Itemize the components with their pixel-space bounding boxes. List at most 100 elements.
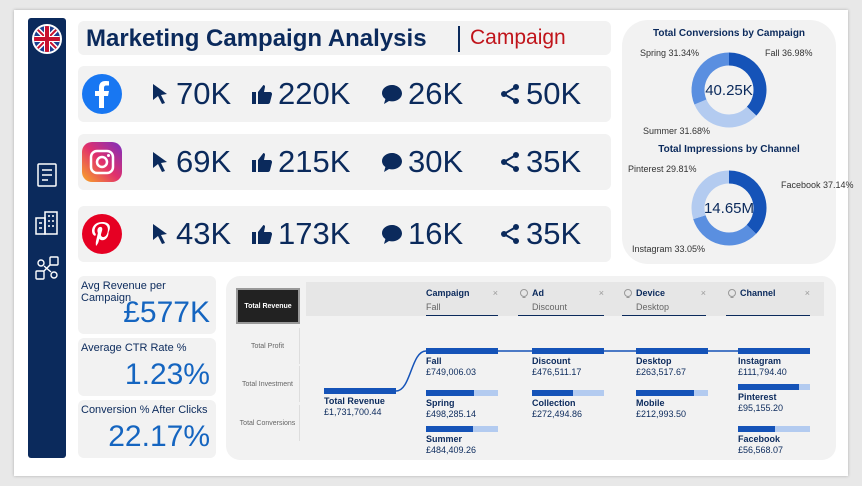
node-value: £212,993.50: [636, 409, 687, 419]
donut1-label-spring: Spring 31.34%: [640, 48, 700, 58]
page-subtitle: Campaign: [458, 26, 566, 52]
donut2-slice-1[interactable]: [693, 214, 757, 246]
node-value: £272,494.86: [532, 409, 583, 419]
device-node[interactable]: Mobile £212,993.50: [636, 390, 708, 420]
node-bar-fill: [738, 384, 800, 390]
donut1-slice-0[interactable]: [728, 52, 767, 116]
donut2-slice-2[interactable]: [691, 170, 730, 220]
donut1-label-fall: Fall 36.98%: [765, 48, 813, 58]
comments-metric: 30K: [380, 144, 463, 180]
node-bar: [636, 348, 708, 354]
tree-root-node[interactable]: Total Revenue £1,731,700.44: [324, 388, 396, 418]
node-bar-fill: [532, 348, 604, 354]
likes-metric: 220K: [250, 76, 350, 112]
node-bar: [426, 426, 498, 432]
donut1-slice-2[interactable]: [691, 52, 730, 105]
level-name: Device: [636, 288, 666, 298]
ad-node[interactable]: Discount £476,511.17: [532, 348, 604, 378]
conversions-donut[interactable]: 40.25K: [691, 52, 767, 128]
node-name: Facebook: [738, 434, 781, 444]
node-bar-fill: [636, 348, 708, 354]
comment-icon: [382, 85, 402, 104]
shares-metric: 35K: [498, 216, 581, 252]
thumbs-up-icon: [252, 85, 273, 104]
donut1-center-value: 40.25K: [705, 82, 753, 99]
comments-value: 26K: [408, 76, 464, 111]
social-network-icon[interactable]: [32, 254, 62, 284]
level-value: Discount: [532, 302, 568, 312]
clicks-value: 69K: [176, 144, 232, 179]
channel-node[interactable]: Pinterest £95,155.20: [738, 384, 810, 414]
likes-value: 220K: [278, 76, 351, 111]
page-title: Marketing Campaign Analysis: [86, 25, 427, 52]
kpi-label: Conversion % After Clicks: [81, 404, 208, 416]
kpi-label: Average CTR Rate %: [81, 342, 187, 354]
donut2-label-pinterest: Pinterest 29.81%: [628, 164, 697, 174]
clicks-metric: 69K: [148, 144, 231, 180]
node-value: £95,155.20: [738, 403, 784, 413]
close-icon[interactable]: ×: [598, 288, 604, 298]
channel-node[interactable]: Facebook £56,568.07: [738, 426, 810, 456]
node-bar-fill: [532, 390, 574, 396]
node-bar: [738, 426, 810, 432]
node-bar: [738, 348, 810, 354]
node-bar: [426, 348, 498, 354]
node-name: Total Revenue: [324, 396, 385, 406]
level-header-channel[interactable]: Channel ×: [726, 288, 810, 316]
impressions-donut[interactable]: 14.65M: [691, 170, 767, 246]
title-card: Marketing Campaign Analysis Campaign: [78, 21, 611, 55]
lightbulb-icon: [520, 289, 528, 298]
donut1-slice-1[interactable]: [694, 99, 757, 128]
channel-node[interactable]: Instagram £111,794.40: [738, 348, 810, 378]
node-bar-fill: [738, 426, 775, 432]
node-bar-fill: [426, 426, 473, 432]
tab-total-profit[interactable]: Total Profit: [236, 328, 300, 364]
node-name: Instagram: [738, 356, 782, 366]
campaign-node[interactable]: Spring £498,285.14: [426, 390, 498, 420]
node-name: Summer: [426, 434, 463, 444]
node-value: £484,409.26: [426, 445, 477, 455]
level-header-campaign[interactable]: Campaign Fall ×: [426, 288, 498, 316]
level-name: Campaign: [426, 288, 470, 298]
level-header-ad[interactable]: Ad Discount ×: [518, 288, 604, 316]
close-icon[interactable]: ×: [492, 288, 498, 298]
thumbs-up-icon: [252, 153, 273, 172]
node-bar: [426, 390, 498, 396]
close-icon[interactable]: ×: [700, 288, 706, 298]
level-name: Ad: [532, 288, 544, 298]
node-bar-fill: [738, 348, 810, 354]
report-page-icon[interactable]: [32, 160, 62, 190]
node-name: Desktop: [636, 356, 672, 366]
campaign-node[interactable]: Summer £484,409.26: [426, 426, 498, 456]
lightbulb-icon: [728, 289, 736, 298]
node-value: £749,006.03: [426, 367, 477, 377]
level-header-device[interactable]: Device Desktop ×: [622, 288, 706, 316]
uk-flag-icon[interactable]: [32, 24, 62, 54]
close-icon[interactable]: ×: [804, 288, 810, 298]
comments-value: 30K: [408, 144, 464, 179]
facebook-row: 70K 220K 26K 50K: [78, 66, 611, 122]
shares-metric: 50K: [498, 76, 581, 112]
tab-total-conversions[interactable]: Total Conversions: [236, 405, 300, 441]
kpi-value: £577K: [123, 296, 210, 329]
comments-metric: 16K: [380, 216, 463, 252]
campaign-node[interactable]: Fall £749,006.03: [426, 348, 498, 378]
donut2-label-facebook: Facebook 37.14%: [781, 180, 854, 190]
buildings-icon[interactable]: [32, 208, 62, 238]
ad-node[interactable]: Collection £272,494.86: [532, 390, 604, 420]
node-value: £111,794.40: [738, 367, 787, 377]
clicks-value: 70K: [176, 76, 232, 111]
facebook-logo-icon: [82, 74, 122, 114]
node-bar-fill: [636, 390, 695, 396]
pinterest-logo-icon: [82, 214, 122, 254]
node-bar: [532, 348, 604, 354]
node-name: Spring: [426, 398, 455, 408]
donut1-label-summer: Summer 31.68%: [643, 126, 711, 136]
pinterest-row: 43K 173K 16K 35K: [78, 206, 611, 262]
instagram-logo-icon: [82, 142, 122, 182]
node-name: Fall: [426, 356, 442, 366]
tab-total-investment[interactable]: Total Investment: [236, 366, 300, 402]
donut2-slice-0[interactable]: [728, 170, 767, 234]
device-node[interactable]: Desktop £263,517.67: [636, 348, 708, 378]
tab-total-revenue[interactable]: Total Revenue: [236, 288, 300, 324]
